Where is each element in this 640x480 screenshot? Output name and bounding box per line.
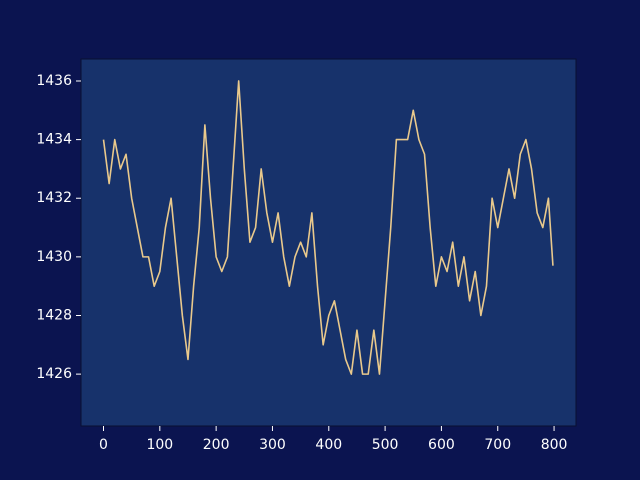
y-tick-label: 1426: [36, 366, 72, 382]
x-tick-label: 500: [372, 437, 399, 453]
y-tick-label: 1428: [36, 307, 72, 323]
x-tick-label: 700: [484, 437, 511, 453]
x-tick-label: 0: [99, 437, 108, 453]
x-tick-label: 100: [146, 437, 173, 453]
x-tick-label: 200: [203, 437, 230, 453]
y-tick-label: 1432: [36, 190, 72, 206]
x-tick-label: 800: [541, 437, 568, 453]
x-tick-label: 400: [315, 437, 342, 453]
y-tick-label: 1436: [36, 73, 72, 89]
y-tick-label: 1430: [36, 249, 72, 265]
line: [102, 80, 554, 375]
x-tick-label: 300: [259, 437, 286, 453]
plot-area: [80, 58, 577, 427]
y-tick-label: 1434: [36, 132, 72, 148]
x-tick-label: 600: [428, 437, 455, 453]
